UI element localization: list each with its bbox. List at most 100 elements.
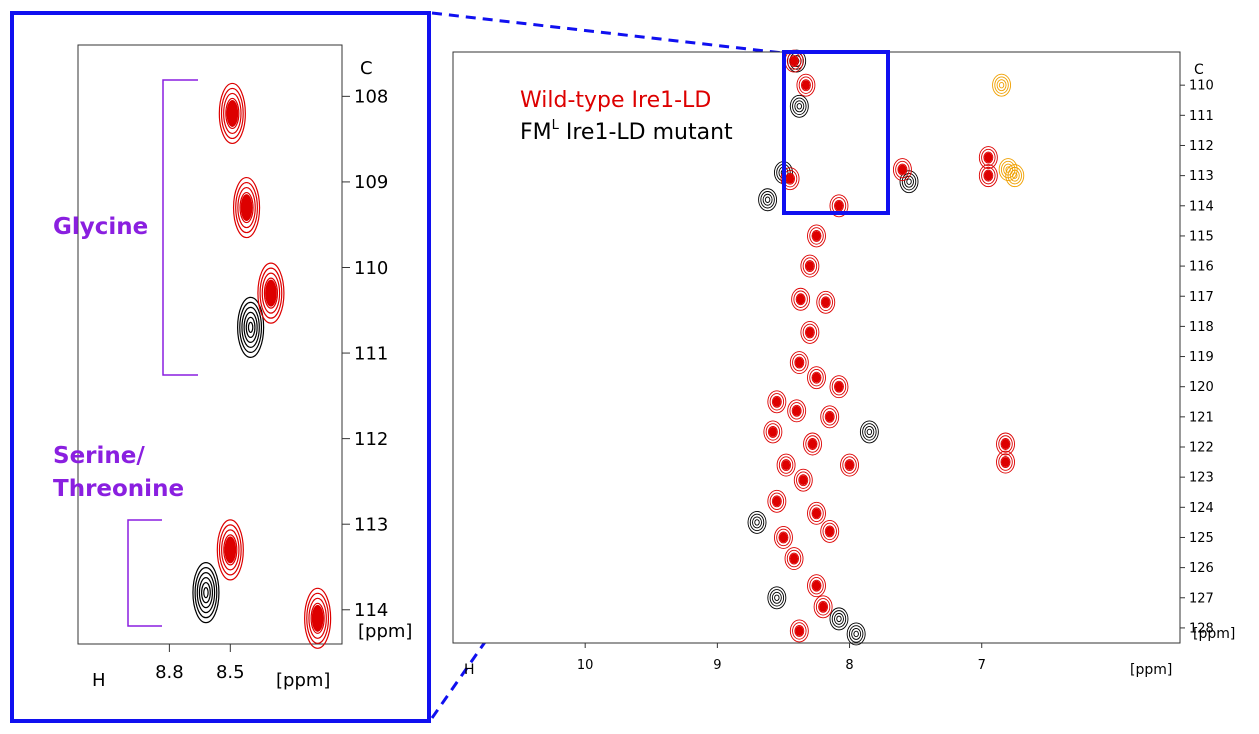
main-y-units: [ppm]	[1193, 626, 1235, 642]
peak-core	[792, 405, 801, 416]
mutant-peak	[789, 94, 809, 118]
x-tick-label: 7	[978, 658, 986, 673]
peak-contour	[776, 528, 791, 547]
peak-contour	[789, 351, 809, 375]
y-tick-label: 109	[354, 172, 388, 193]
peak-contour	[201, 582, 211, 604]
peak-contour	[807, 224, 826, 248]
wildtype-peak	[820, 405, 840, 429]
peak-contour	[996, 432, 1015, 456]
y-tick-label: 113	[354, 515, 388, 536]
y-tick-label: 110	[1189, 79, 1214, 94]
peak-contour	[862, 423, 877, 441]
peak-contour	[804, 326, 815, 339]
peak-contour	[793, 290, 808, 308]
peak-contour	[998, 435, 1013, 453]
peak-core	[799, 475, 808, 486]
peak-contour	[1005, 166, 1011, 173]
peak-core	[789, 56, 799, 66]
peak-contour	[892, 158, 912, 182]
peak-core	[772, 396, 781, 407]
wildtype-peak	[813, 595, 833, 619]
peak-contour	[805, 435, 820, 453]
wildtype-peak	[807, 501, 826, 525]
peak-contour	[815, 598, 831, 616]
peak-contour	[983, 169, 994, 182]
peak-contour	[792, 353, 807, 372]
peak-contour	[818, 600, 829, 613]
y-tick-label: 114	[1189, 199, 1214, 214]
wildtype-peak	[789, 619, 809, 643]
peak-contour	[203, 587, 209, 599]
wildtype-peak	[218, 82, 246, 145]
peak-contour	[906, 178, 912, 185]
peak-contour	[774, 594, 780, 601]
wildtype-peak	[796, 73, 816, 97]
peak-contour	[225, 97, 240, 130]
peak-contour	[245, 316, 256, 338]
peak-core	[226, 99, 239, 127]
peak-contour	[994, 76, 1009, 94]
peak-contour	[758, 188, 778, 212]
wildtype-peak	[978, 146, 998, 169]
wildtype-peak	[800, 320, 820, 344]
mutant-peak	[758, 188, 778, 212]
x-tick-label: 8.8	[155, 662, 184, 683]
peak-contour	[218, 524, 242, 576]
wildtype-peak	[807, 366, 826, 390]
peak-contour	[791, 404, 802, 417]
peak-contour	[791, 287, 811, 311]
wildtype-peak	[304, 587, 332, 649]
mutant-peak	[846, 622, 866, 646]
inset-x-units: [ppm]	[276, 670, 330, 691]
peak-contour	[811, 229, 822, 242]
peak-contour	[1000, 456, 1011, 469]
peak-contour	[786, 549, 802, 568]
peak-contour	[304, 587, 332, 649]
wildtype-peak	[820, 519, 840, 543]
peak-contour	[996, 450, 1015, 474]
zoom-connector-top	[431, 11, 784, 55]
peak-core	[805, 327, 814, 338]
peak-contour	[853, 630, 859, 638]
peak-contour	[263, 277, 279, 309]
main-marks	[747, 49, 1025, 646]
peak-contour	[834, 612, 844, 625]
peak-contour	[1003, 163, 1014, 176]
peak-contour	[196, 572, 216, 614]
y-tick-label: 110	[354, 258, 388, 279]
wildtype-peak	[996, 432, 1015, 456]
peak-contour	[795, 293, 806, 306]
peak-contour	[820, 519, 840, 543]
peak-contour	[754, 519, 760, 526]
peak-core	[821, 297, 830, 308]
mutant-peak	[747, 510, 767, 534]
main-x-axis-label: H	[464, 662, 475, 678]
peak-contour	[767, 586, 787, 610]
peak-contour	[811, 371, 822, 384]
peak-core	[782, 460, 791, 471]
peak-contour	[310, 602, 325, 634]
peak-core	[786, 173, 795, 184]
peak-contour	[829, 607, 849, 631]
x-tick-label: 8	[845, 658, 853, 673]
peak-contour	[796, 73, 816, 97]
wildtype-peak	[807, 574, 826, 598]
peak-core	[240, 194, 253, 222]
peak-contour	[771, 395, 782, 408]
peak-contour	[822, 408, 837, 426]
peak-contour	[749, 513, 765, 532]
peak-contour	[223, 92, 242, 135]
wildtype-peak	[791, 287, 811, 311]
peak-contour	[998, 453, 1013, 471]
peak-contour	[747, 510, 767, 534]
inset-x-ticks: 8.8 8.5	[155, 644, 245, 683]
peak-contour	[800, 79, 811, 92]
wildtype-peak	[767, 489, 787, 513]
x-tick-label: 9	[713, 658, 721, 673]
y-tick-label: 108	[354, 87, 388, 108]
peak-contour	[809, 577, 824, 595]
mutant-peak	[859, 420, 879, 444]
peak-contour	[218, 82, 246, 145]
peak-contour	[261, 272, 281, 314]
